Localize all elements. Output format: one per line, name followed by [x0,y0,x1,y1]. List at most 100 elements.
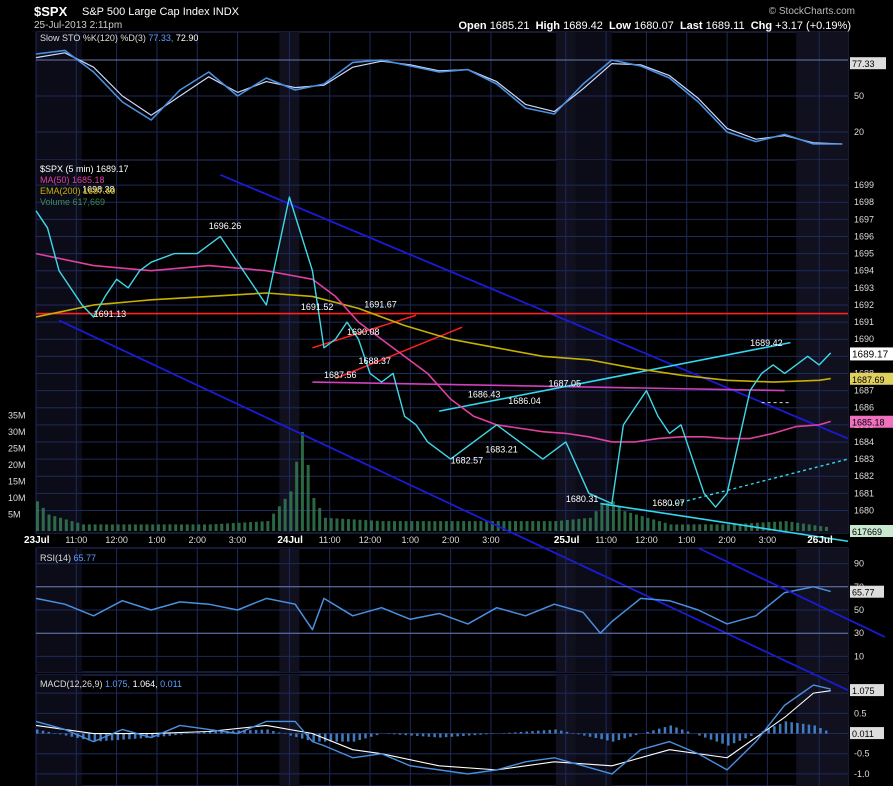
rsi-last-box [850,585,884,598]
price-annotation: 1696.26 [209,221,242,231]
y-tick-label: 1681 [854,488,874,498]
volume-bar [629,512,633,531]
volume-bar [398,521,402,531]
volume-bar [704,524,708,531]
volume-last-box [850,525,893,537]
volume-bar [329,518,333,531]
macd-hist-bar [277,732,281,734]
macd-hist-bar [197,732,200,734]
channel-upper-line [219,174,849,440]
volume-bar [323,517,327,531]
ma-last-label: 1685.18 [852,418,885,428]
macd-hist-bar [421,733,425,737]
volume-bar [128,524,132,531]
volume-bar [623,511,627,531]
volume-bar [439,521,443,531]
x-tick-label: 11:00 [595,535,617,545]
macd-hist-bar [485,733,488,735]
macd-hist-bar [675,727,678,734]
volume-bar [473,521,477,531]
x-tick-label: 3:00 [482,535,500,545]
volume-bar [168,524,172,531]
macd-hist-bar [410,733,413,736]
price-annotation: 1691.67 [364,300,397,310]
brand-logo: © StockCharts.com [768,6,855,17]
macd-hist-bar [611,733,615,742]
macd-hist-bar [554,729,557,734]
x-tick-label: 3:00 [229,535,247,545]
volume-bar [99,524,103,531]
volume-bar [617,506,621,531]
price-annotation: 1687.56 [324,370,357,380]
macd-hist-bar [537,730,540,734]
macd-hist-bar [744,733,747,739]
x-tick-label: 11:00 [319,535,341,545]
volume-bar [479,521,483,531]
macd-hist-bar [727,733,730,746]
volume-bar [784,521,788,531]
volume-bar [318,507,322,531]
y-tick-label: 1693 [854,283,874,293]
symbol: $SPX [34,4,68,19]
volume-bar [490,521,494,531]
volume-tick-label: 20M [8,460,26,470]
macd-hist-bar [715,733,719,742]
macd-hist-bar [358,733,361,740]
macd-hist-bar [214,731,218,734]
macd-hist-bar [778,723,782,734]
chart-header: $SPX S&P 500 Large Cap Index INDX 25-Jul… [0,0,893,32]
cyan-trend-upper [438,341,791,412]
x-tick-label: 2:00 [188,535,206,545]
price-annotation: 1689.42 [750,338,783,348]
macd-hist-bar [151,733,154,738]
volume-bar [145,524,149,531]
magenta-support-line [312,381,785,392]
macd-hist-bar [462,733,465,736]
price-annotation: 1687.05 [549,379,582,389]
stoch-d-line [35,52,843,145]
macd-hist-bar [594,733,598,738]
macd-hist-bar [813,725,816,734]
channel-lower-line [58,319,849,692]
volume-bar [231,523,235,531]
volume-bar [404,521,408,531]
ma-last-box [850,415,893,428]
volume-bar [796,522,800,531]
y-tick-label: 0.5 [854,708,867,718]
y-tick-label: 1697 [854,214,874,224]
price-annotation: 1680.07 [652,498,685,508]
macd-hist-bar [444,733,448,738]
y-tick-label: 1686 [854,403,874,413]
volume-bar [370,520,374,531]
volume-bar [174,524,178,531]
macd-hist-bar [790,722,793,734]
volume-bar [410,521,414,531]
x-tick-label: 24Jul [277,535,303,546]
volume-tick-label: 5M [8,510,21,520]
x-tick-label: 23Jul [24,535,50,546]
volume-bar [554,521,558,531]
last-price-label: 1689.17 [852,349,889,360]
macd-hist-bar [393,733,396,735]
x-tick-label: 3:00 [759,535,777,545]
last-price-box [850,347,893,361]
macd-hist-bar [473,733,477,736]
volume-bar [692,524,696,531]
macd-hist-bar [329,733,333,742]
price-annotation: 1698.38 [82,185,115,195]
volume-last-label: 617669 [852,527,882,537]
volume-bar [346,519,350,531]
y-tick-label: 1696 [854,231,874,241]
volume-bar [341,518,345,531]
volume-bar [790,521,794,531]
macd-hist-label: 0.011 [852,729,874,739]
macd-hist-bar [513,732,517,734]
price-annotation: 1686.04 [508,396,541,406]
macd-hist-bar [231,730,235,734]
x-tick-label: 25Jul [554,535,580,546]
volume-bar [502,521,506,531]
y-tick-label: 1690 [854,334,874,344]
volume-bar [289,491,293,531]
volume-bar [548,521,552,531]
